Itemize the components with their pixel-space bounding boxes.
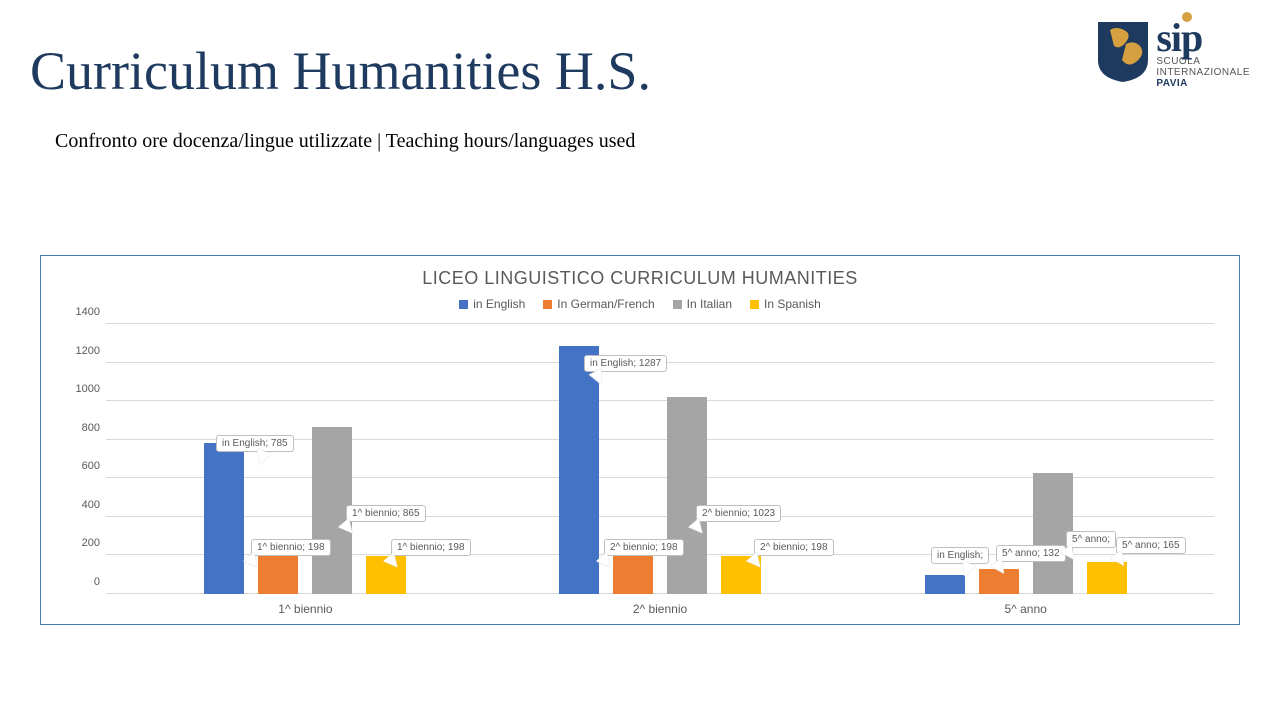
logo: sip SCUOLA INTERNAZIONALE PAVIA — [1096, 20, 1250, 89]
legend-item: in English — [459, 297, 525, 311]
chart-legend: in English In German/French In Italian In S… — [41, 297, 1239, 311]
chart-title: LICEO LINGUISTICO CURRICULUM HUMANITIES — [41, 256, 1239, 289]
legend-label: In Italian — [687, 297, 732, 311]
logo-line3: PAVIA — [1156, 78, 1250, 89]
legend-label: in English — [473, 297, 525, 311]
bar-group — [559, 346, 761, 594]
data-callout: 2^ biennio; 198 — [754, 539, 834, 556]
bar — [613, 556, 653, 594]
y-tick-label: 1000 — [64, 383, 100, 395]
shield-icon — [1096, 20, 1150, 84]
data-callout: in English; — [931, 547, 989, 564]
legend-label: In German/French — [557, 297, 654, 311]
bar — [258, 556, 298, 594]
data-callout: 5^ anno; 132 — [996, 545, 1066, 562]
logo-line2: INTERNAZIONALE — [1156, 67, 1250, 78]
y-tick-label: 200 — [64, 537, 100, 549]
y-tick-label: 400 — [64, 499, 100, 511]
data-callout: 1^ biennio; 198 — [251, 539, 331, 556]
legend-item: In Italian — [673, 297, 732, 311]
legend-swatch — [543, 300, 552, 309]
y-tick-label: 1400 — [64, 306, 100, 318]
data-callout: 1^ biennio; 865 — [346, 505, 426, 522]
y-tick-label: 600 — [64, 460, 100, 472]
data-callout: 5^ anno; — [1066, 531, 1116, 548]
bar — [667, 397, 707, 594]
y-tick-label: 800 — [64, 422, 100, 434]
page-subtitle: Confronto ore docenza/lingue utilizzate … — [55, 130, 635, 153]
bar — [204, 443, 244, 594]
legend-item: In Spanish — [750, 297, 821, 311]
x-tick-label: 2^ biennio — [633, 602, 687, 616]
legend-swatch — [673, 300, 682, 309]
x-tick-label: 5^ anno — [1004, 602, 1046, 616]
data-callout: 2^ biennio; 1023 — [696, 505, 781, 522]
grid-line — [106, 323, 1214, 324]
y-tick-label: 1200 — [64, 345, 100, 357]
page-title: Curriculum Humanities H.S. — [30, 40, 651, 102]
bar — [925, 575, 965, 594]
data-callout: in English; 785 — [216, 435, 294, 452]
legend-label: In Spanish — [764, 297, 821, 311]
chart-plot: 02004006008001000120014001^ biennio2^ bi… — [106, 326, 1214, 594]
legend-item: In German/French — [543, 297, 654, 311]
chart-container: LICEO LINGUISTICO CURRICULUM HUMANITIES … — [40, 255, 1240, 625]
data-callout: 2^ biennio; 198 — [604, 539, 684, 556]
x-tick-label: 1^ biennio — [278, 602, 332, 616]
legend-swatch — [459, 300, 468, 309]
data-callout: in English; 1287 — [584, 355, 667, 372]
data-callout: 1^ biennio; 198 — [391, 539, 471, 556]
y-tick-label: 0 — [64, 576, 100, 588]
data-callout: 5^ anno; 165 — [1116, 537, 1186, 554]
legend-swatch — [750, 300, 759, 309]
logo-brand: sip — [1156, 20, 1250, 56]
